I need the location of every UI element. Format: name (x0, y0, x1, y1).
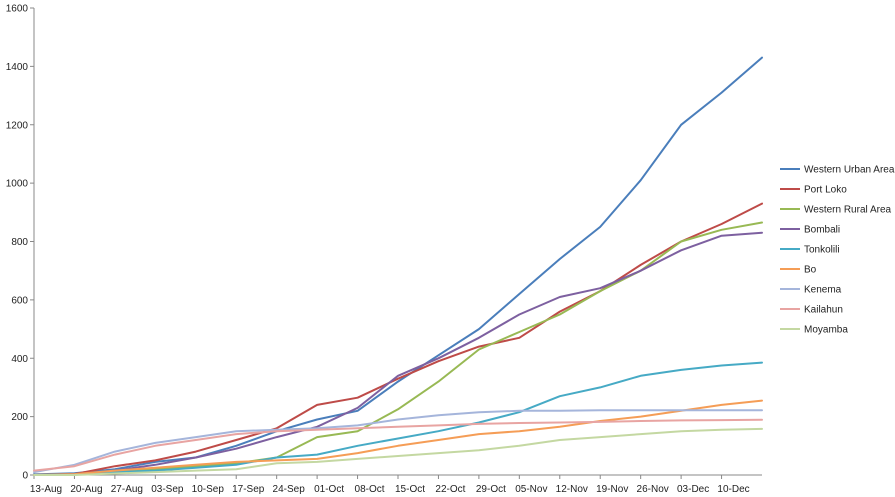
series-line-7 (33, 418, 763, 472)
legend-label: Bo (804, 265, 817, 276)
series-line-1 (33, 202, 763, 476)
x-tick-label: 17-Sep (232, 484, 265, 495)
series-layer (33, 56, 763, 476)
y-tick-label: 200 (11, 412, 28, 423)
legend-label: Kenema (804, 285, 842, 296)
legend-label: Port Loko (804, 185, 847, 196)
y-tick-label: 1600 (6, 4, 29, 15)
x-tick-label: 13-Aug (30, 484, 62, 495)
legend-label: Western Rural Area (804, 205, 892, 216)
x-tick-label: 26-Nov (637, 484, 669, 495)
y-tick-label: 400 (11, 354, 28, 365)
series-line-3 (33, 231, 763, 476)
x-tick-label: 22-Oct (435, 484, 465, 495)
legend-label: Bombali (804, 225, 840, 236)
legend-label: Tonkolili (804, 245, 840, 256)
series-line-4 (33, 361, 763, 476)
series-line-0 (33, 56, 763, 476)
y-tick-label: 1200 (6, 120, 29, 131)
y-tick-label: 1400 (6, 62, 29, 73)
series-line-5 (33, 399, 763, 476)
series-line-8 (33, 427, 763, 476)
legend-label: Kailahun (804, 305, 843, 316)
x-tick-label: 10-Sep (192, 484, 225, 495)
legend-label: Western Urban Area (804, 165, 895, 176)
x-tick-label: 08-Oct (355, 484, 385, 495)
y-tick-label: 600 (11, 295, 28, 306)
x-tick-label: 19-Nov (596, 484, 628, 495)
x-tick-label: 27-Aug (111, 484, 143, 495)
series-line-6 (33, 409, 763, 474)
legend-label: Moyamba (804, 325, 848, 336)
y-tick-label: 800 (11, 237, 28, 248)
x-tick-label: 29-Oct (476, 484, 506, 495)
x-tick-label: 03-Dec (677, 484, 709, 495)
x-tick-label: 10-Dec (717, 484, 749, 495)
legend: Western Urban Area Port Loko Western Rural… (780, 165, 895, 336)
x-tick-label: 03-Sep (151, 484, 184, 495)
x-tick-label: 12-Nov (556, 484, 588, 495)
series-line-2 (33, 221, 763, 476)
x-tick-label: 01-Oct (314, 484, 344, 495)
y-tick-label: 1000 (6, 179, 29, 190)
x-tick-label: 20-Aug (70, 484, 102, 495)
y-tick-label: 0 (22, 471, 28, 482)
x-tick-label: 15-Oct (395, 484, 425, 495)
x-tick-label: 24-Sep (273, 484, 306, 495)
x-tick-label: 05-Nov (515, 484, 547, 495)
chart-axes: 0 200 400 600 800 1000 1200 1400 1600 13-Aug 20-Au… (6, 4, 762, 495)
